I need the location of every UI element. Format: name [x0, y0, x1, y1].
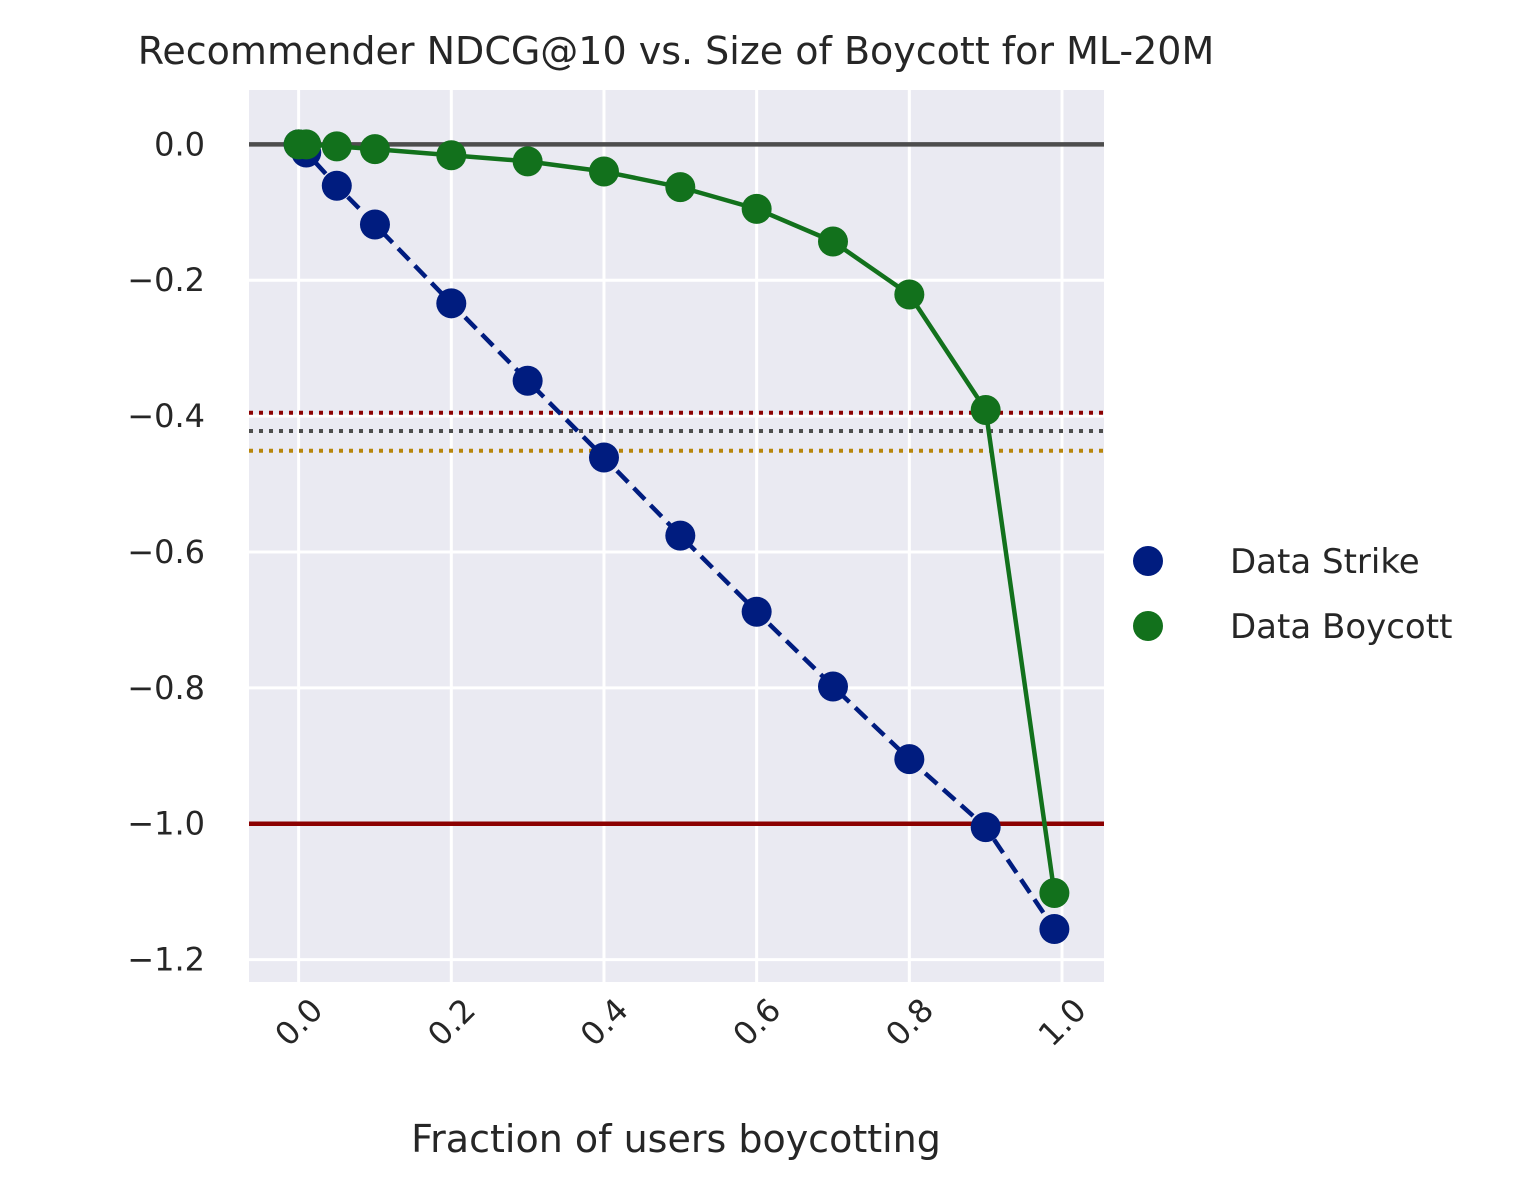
- data-point: [665, 172, 696, 203]
- x-tick-label: 0.0: [267, 991, 330, 1054]
- gridlines: [249, 90, 1104, 982]
- y-tick-label: −1.0: [127, 805, 205, 843]
- data-point: [436, 140, 467, 171]
- reference-lines: [249, 142, 1104, 826]
- y-tick-label: −0.6: [127, 533, 205, 571]
- y-tick-label: −0.2: [127, 261, 205, 299]
- legend-label: Data Strike: [1230, 542, 1420, 582]
- y-tick-label: −0.4: [127, 397, 205, 435]
- data-point: [894, 744, 925, 775]
- data-point: [588, 442, 619, 473]
- data-point: [512, 146, 543, 177]
- data-point: [741, 596, 772, 627]
- y-tick-label: −0.8: [127, 669, 205, 707]
- x-tick-label: 1.0: [1031, 991, 1094, 1054]
- y-tick-label: 0.0: [154, 125, 205, 163]
- legend-label: Data Boycott: [1230, 607, 1452, 647]
- legend: Data Strike Data Boycott: [1133, 542, 1452, 647]
- data-point: [817, 226, 848, 257]
- data-point: [359, 134, 390, 165]
- data-point: [970, 394, 1001, 425]
- y-tick-label: −1.2: [127, 941, 205, 979]
- data-point: [1039, 914, 1070, 945]
- chart-title: Recommender NDCG@10 vs. Size of Boycott …: [138, 29, 1215, 73]
- data-point: [665, 520, 696, 551]
- data-point: [588, 156, 619, 187]
- x-tick-label: 0.4: [573, 991, 636, 1054]
- x-axis-label: Fraction of users boycotting: [411, 1117, 941, 1161]
- data-point: [291, 129, 322, 160]
- x-tick-label: 0.8: [878, 991, 941, 1054]
- legend-marker: [1133, 611, 1163, 641]
- data-point: [321, 170, 352, 201]
- series-layer: [283, 129, 1070, 945]
- legend-marker: [1133, 546, 1163, 576]
- data-point: [321, 131, 352, 162]
- data-point: [894, 279, 925, 310]
- data-point: [512, 365, 543, 396]
- data-point: [970, 812, 1001, 843]
- data-point: [436, 288, 467, 319]
- x-tick-label: 0.2: [420, 991, 483, 1054]
- data-point: [359, 209, 390, 240]
- data-point: [1039, 878, 1070, 909]
- data-point: [817, 671, 848, 702]
- x-tick-label: 0.6: [725, 991, 788, 1054]
- data-point: [741, 193, 772, 224]
